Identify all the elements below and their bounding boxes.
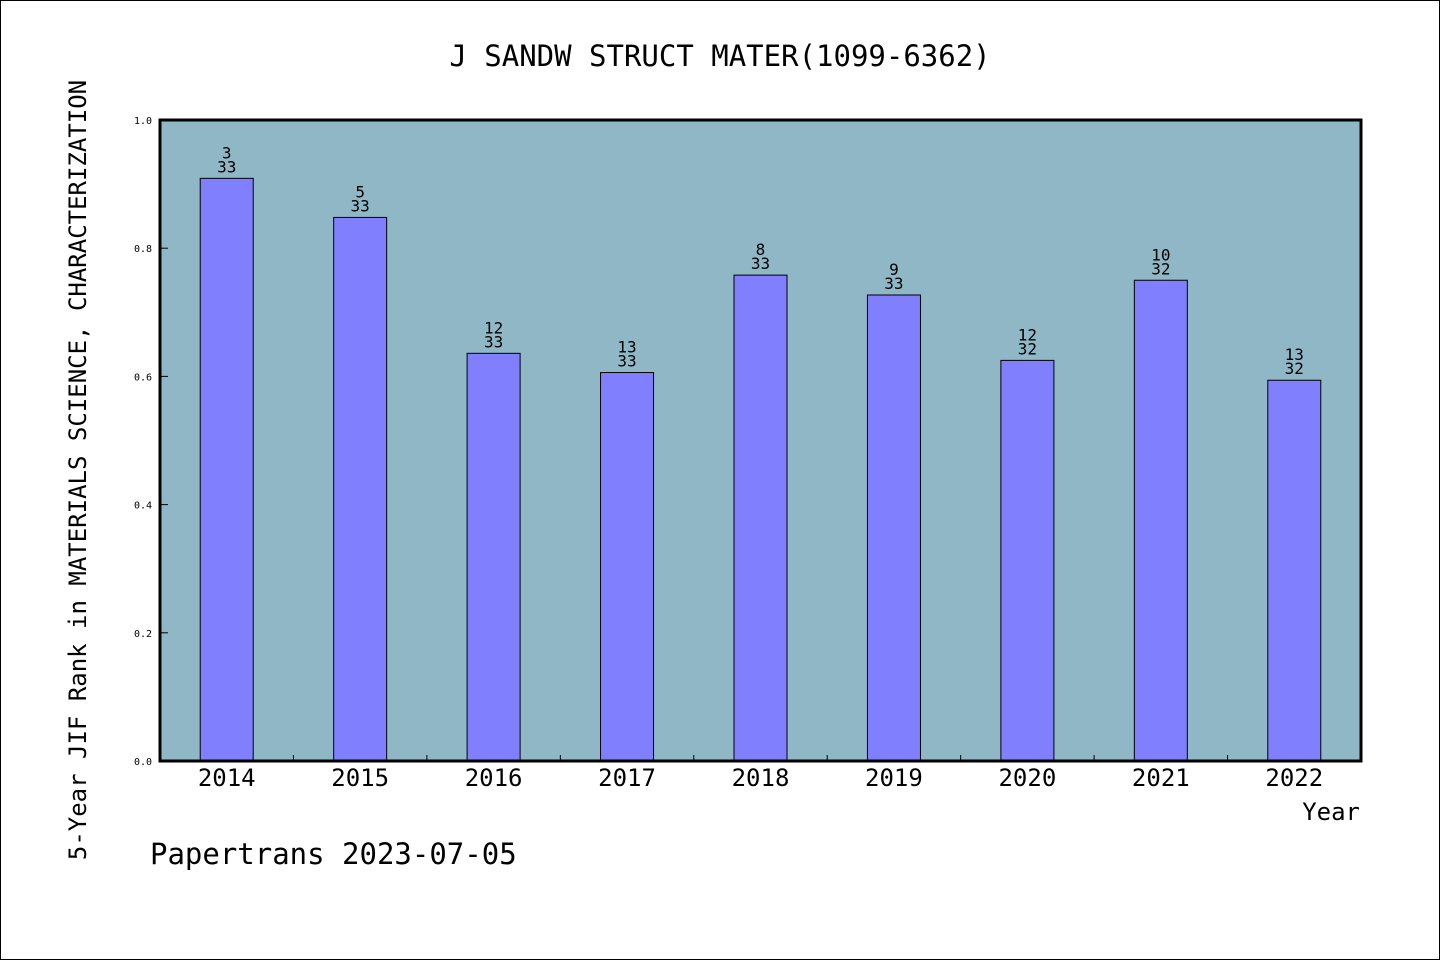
bar-2016 — [466, 352, 521, 762]
total-label: 33 — [884, 274, 903, 293]
rank-label: 13 — [617, 338, 636, 357]
x-tick-label: 2015 — [331, 764, 389, 792]
y-tick-label: 0.2 — [134, 629, 152, 640]
rank-label: 10 — [1151, 245, 1170, 264]
x-tick-label: 2022 — [1265, 764, 1323, 792]
x-axis-label: Year — [1302, 798, 1360, 826]
x-tick-label: 2016 — [465, 764, 523, 792]
chart-title: J SANDW STRUCT MATER(1099-6362) — [449, 39, 990, 73]
x-tick-label: 2020 — [998, 764, 1056, 792]
rank-label: 9 — [889, 260, 899, 279]
bar-2021 — [1133, 279, 1188, 762]
rank-label: 13 — [1285, 345, 1304, 364]
bars-group — [199, 177, 1322, 762]
x-tick-label: 2017 — [598, 764, 656, 792]
x-tick-label: 2021 — [1132, 764, 1190, 792]
x-tick-label: 2014 — [198, 764, 256, 792]
bar-2015 — [333, 216, 388, 762]
y-tick-label: 0.8 — [134, 244, 152, 255]
rank-label: 8 — [756, 240, 766, 259]
bar-2020 — [1000, 359, 1055, 762]
rank-label: 5 — [355, 182, 365, 201]
bar-2017 — [600, 372, 655, 762]
x-tick-label: 2019 — [865, 764, 923, 792]
y-tick-label: 1.0 — [134, 116, 152, 127]
y-axis-label: 5-Year JIF Rank in MATERIALS SCIENCE, CH… — [64, 80, 92, 860]
total-label: 33 — [617, 352, 636, 371]
total-label: 33 — [751, 254, 770, 273]
x-tick-label: 2018 — [732, 764, 790, 792]
footer-credit: Papertrans 2023-07-05 — [150, 837, 517, 871]
x-axis-ticks: 2014 2015 2016 2017 2018 2019 2020 2021 2022 — [198, 755, 1323, 792]
bar-2018 — [733, 274, 788, 762]
total-label: 32 — [1151, 259, 1170, 278]
total-label: 32 — [1018, 339, 1037, 358]
rank-label: 12 — [1018, 325, 1037, 344]
plot-border — [158, 118, 1363, 763]
y-tick-label: 0.6 — [134, 372, 152, 383]
bar-2014 — [199, 177, 254, 762]
total-label: 32 — [1285, 359, 1304, 378]
total-label: 33 — [217, 157, 236, 176]
total-label: 33 — [484, 332, 503, 351]
bar-2022 — [1267, 379, 1322, 762]
bar-2019 — [866, 294, 921, 762]
y-tick-label: 0.4 — [134, 501, 152, 512]
rank-label: 3 — [222, 143, 232, 162]
y-tick-label: 0.0 — [134, 757, 152, 768]
rank-label: 12 — [484, 318, 503, 337]
total-label: 33 — [351, 196, 370, 215]
